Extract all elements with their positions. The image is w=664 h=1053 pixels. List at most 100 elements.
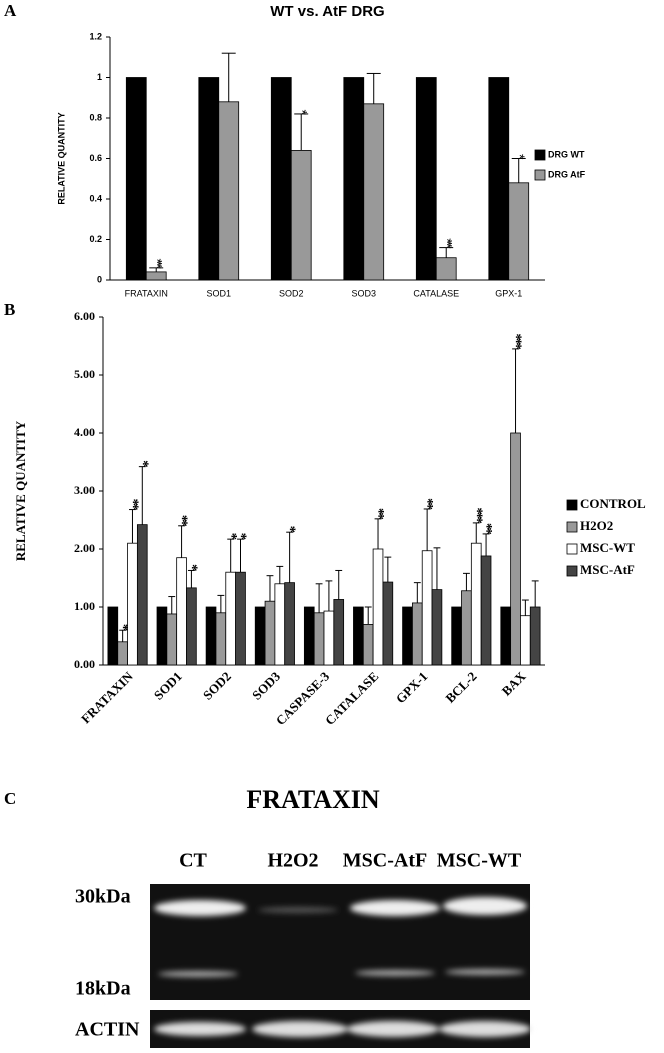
panel-label: A bbox=[4, 1, 17, 20]
bar bbox=[431, 589, 443, 666]
legend-swatch bbox=[534, 149, 546, 161]
x-tick-label: BAX bbox=[499, 668, 529, 698]
y-tick-label: 1.2 bbox=[89, 31, 102, 41]
y-tick-label: 6.00 bbox=[74, 309, 95, 323]
bar bbox=[290, 149, 312, 281]
bar bbox=[313, 612, 325, 666]
lane-label: CT bbox=[179, 850, 207, 872]
x-tick-label: SOD3 bbox=[249, 668, 283, 702]
bar bbox=[470, 542, 482, 666]
significance-label: *** bbox=[440, 238, 456, 249]
bar bbox=[215, 612, 227, 666]
bar bbox=[362, 624, 374, 666]
y-tick-label: 0.8 bbox=[89, 112, 102, 122]
bar bbox=[363, 103, 385, 281]
legend-label: MSC-AtF bbox=[580, 562, 635, 577]
bar bbox=[520, 615, 531, 666]
bar bbox=[235, 571, 246, 666]
bar bbox=[500, 606, 512, 666]
lane-label: MSC-WT bbox=[437, 850, 522, 872]
y-tick-label: 0.6 bbox=[89, 153, 102, 163]
bar bbox=[323, 610, 335, 666]
legend-swatch bbox=[566, 543, 578, 555]
bar bbox=[421, 550, 433, 666]
bar bbox=[435, 257, 457, 281]
bar bbox=[353, 606, 364, 666]
marker-label: 18kDa bbox=[75, 978, 131, 1000]
x-tick-label: GPX-1 bbox=[393, 669, 431, 707]
bar bbox=[117, 641, 128, 666]
bar bbox=[402, 606, 413, 666]
bar bbox=[156, 606, 168, 666]
significance-label: *** bbox=[508, 333, 524, 349]
bar bbox=[270, 77, 292, 281]
x-tick-label: CATALASE bbox=[413, 288, 459, 298]
bar bbox=[176, 557, 187, 666]
marker-label: 30kDa bbox=[75, 886, 131, 908]
bar bbox=[284, 582, 295, 666]
lane-label: MSC-AtF bbox=[343, 850, 427, 872]
blot-image bbox=[150, 884, 531, 1048]
significance-label: *** bbox=[150, 258, 166, 269]
legend-label: H2O2 bbox=[580, 518, 613, 533]
panel-label: B bbox=[4, 300, 15, 319]
bar bbox=[127, 542, 138, 666]
bar bbox=[333, 599, 345, 666]
x-tick-label: CATALASE bbox=[322, 669, 381, 728]
bar bbox=[145, 271, 167, 281]
x-tick-label: FRATAXIN bbox=[125, 288, 168, 298]
significance-label: ** bbox=[371, 508, 387, 520]
y-axis-title: RELATIVE QUANTITY bbox=[56, 112, 66, 204]
x-tick-label: SOD2 bbox=[279, 288, 304, 298]
bar bbox=[411, 602, 423, 666]
x-tick-label: SOD1 bbox=[151, 669, 185, 703]
chart: WT vs. AtF DRG RELATIVE QUANTITY 0 0.2 0.4 0.… bbox=[56, 3, 585, 298]
bar bbox=[415, 77, 437, 281]
x-tick-label: SOD2 bbox=[200, 669, 234, 703]
legend-swatch bbox=[534, 169, 546, 181]
x-tick-label: SOD1 bbox=[206, 288, 231, 298]
x-tick-label: BCL-2 bbox=[442, 669, 479, 706]
bar bbox=[529, 606, 541, 666]
x-tick-label: GPX-1 bbox=[495, 288, 522, 298]
y-tick-label: 0 bbox=[97, 274, 102, 284]
panel-label: C bbox=[4, 789, 16, 808]
y-axis-title: RELATIVE QUANTITY bbox=[13, 420, 28, 561]
significance-label: * bbox=[295, 109, 311, 115]
bar bbox=[461, 590, 472, 666]
significance-label: * bbox=[223, 533, 239, 540]
bar bbox=[372, 548, 384, 666]
bar bbox=[136, 524, 148, 666]
bar bbox=[166, 613, 178, 666]
legend-label: MSC-WT bbox=[580, 540, 635, 555]
bar bbox=[218, 101, 240, 281]
legend-swatch bbox=[566, 521, 578, 533]
bar bbox=[510, 432, 521, 666]
y-tick-label: 0.00 bbox=[74, 657, 95, 671]
bar bbox=[508, 182, 530, 281]
y-tick-label: 1.00 bbox=[74, 599, 95, 613]
bar bbox=[225, 571, 236, 666]
bar bbox=[480, 555, 492, 666]
y-tick-label: 2.00 bbox=[74, 541, 95, 555]
significance-label: ** bbox=[125, 499, 141, 511]
bar bbox=[205, 606, 217, 666]
y-tick-label: 4.00 bbox=[74, 425, 95, 439]
bar bbox=[274, 583, 286, 666]
lane-label: H2O2 bbox=[267, 850, 318, 872]
y-tick-label: 1 bbox=[97, 72, 102, 82]
loading-label: ACTIN bbox=[75, 1019, 140, 1041]
significance-label: * bbox=[115, 624, 131, 631]
significance-label: * bbox=[512, 154, 528, 160]
significance-label: ** bbox=[420, 498, 436, 510]
legend-swatch bbox=[566, 499, 578, 511]
y-tick-label: 3.00 bbox=[74, 483, 95, 497]
legend-label: CONTROL bbox=[580, 496, 646, 511]
y-tick-label: 5.00 bbox=[74, 367, 95, 381]
x-tick-label: SOD3 bbox=[351, 288, 376, 298]
legend-label: DRG AtF bbox=[548, 169, 586, 179]
bar bbox=[254, 606, 266, 666]
bar bbox=[343, 77, 365, 281]
significance-label: * bbox=[282, 526, 298, 533]
